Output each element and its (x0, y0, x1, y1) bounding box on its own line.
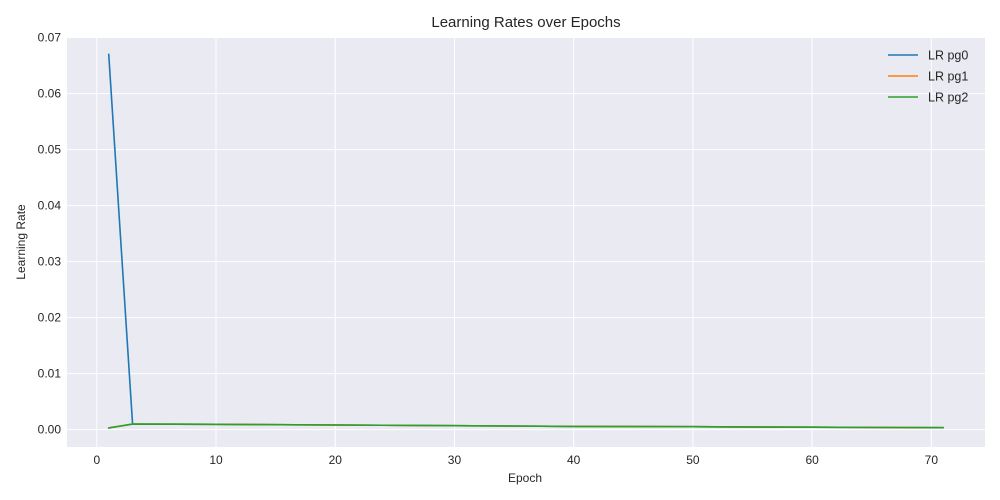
x-axis-label: Epoch (508, 471, 542, 485)
series-line-lr-pg2 (107, 423, 945, 429)
x-tick-labels: 0 10 20 30 40 50 60 70 (93, 453, 938, 467)
legend-item: LR pg1 (888, 70, 968, 84)
series-lines (107, 53, 945, 429)
legend-label: LR pg2 (928, 91, 968, 105)
x-tick-label: 40 (567, 453, 581, 467)
legend-label: LR pg0 (928, 49, 968, 63)
y-tick-label: 0.05 (38, 143, 62, 157)
y-tick-labels: 0.00 0.01 0.02 0.03 0.04 0.05 0.06 0.07 (38, 31, 62, 437)
grid-lines (67, 37, 985, 447)
x-tick-label: 70 (925, 453, 939, 467)
y-tick-label: 0.07 (38, 31, 62, 45)
chart-title: Learning Rates over Epochs (431, 14, 620, 31)
y-axis-label: Learning Rate (14, 204, 28, 280)
legend-item: LR pg0 (888, 49, 968, 63)
y-tick-label: 0.01 (38, 367, 62, 381)
x-tick-label: 60 (805, 453, 819, 467)
plot-background (67, 37, 985, 447)
legend-item: LR pg2 (888, 91, 968, 105)
y-tick-label: 0.04 (38, 199, 62, 213)
y-tick-label: 0.00 (38, 423, 62, 437)
legend: LR pg0 LR pg1 LR pg2 (888, 49, 968, 105)
x-tick-label: 20 (329, 453, 343, 467)
y-tick-label: 0.06 (38, 87, 62, 101)
y-tick-label: 0.02 (38, 311, 62, 325)
x-tick-label: 50 (686, 453, 700, 467)
x-tick-label: 0 (93, 453, 100, 467)
x-tick-label: 30 (448, 453, 462, 467)
legend-label: LR pg1 (928, 70, 968, 84)
y-tick-label: 0.03 (38, 255, 62, 269)
x-tick-label: 10 (209, 453, 223, 467)
